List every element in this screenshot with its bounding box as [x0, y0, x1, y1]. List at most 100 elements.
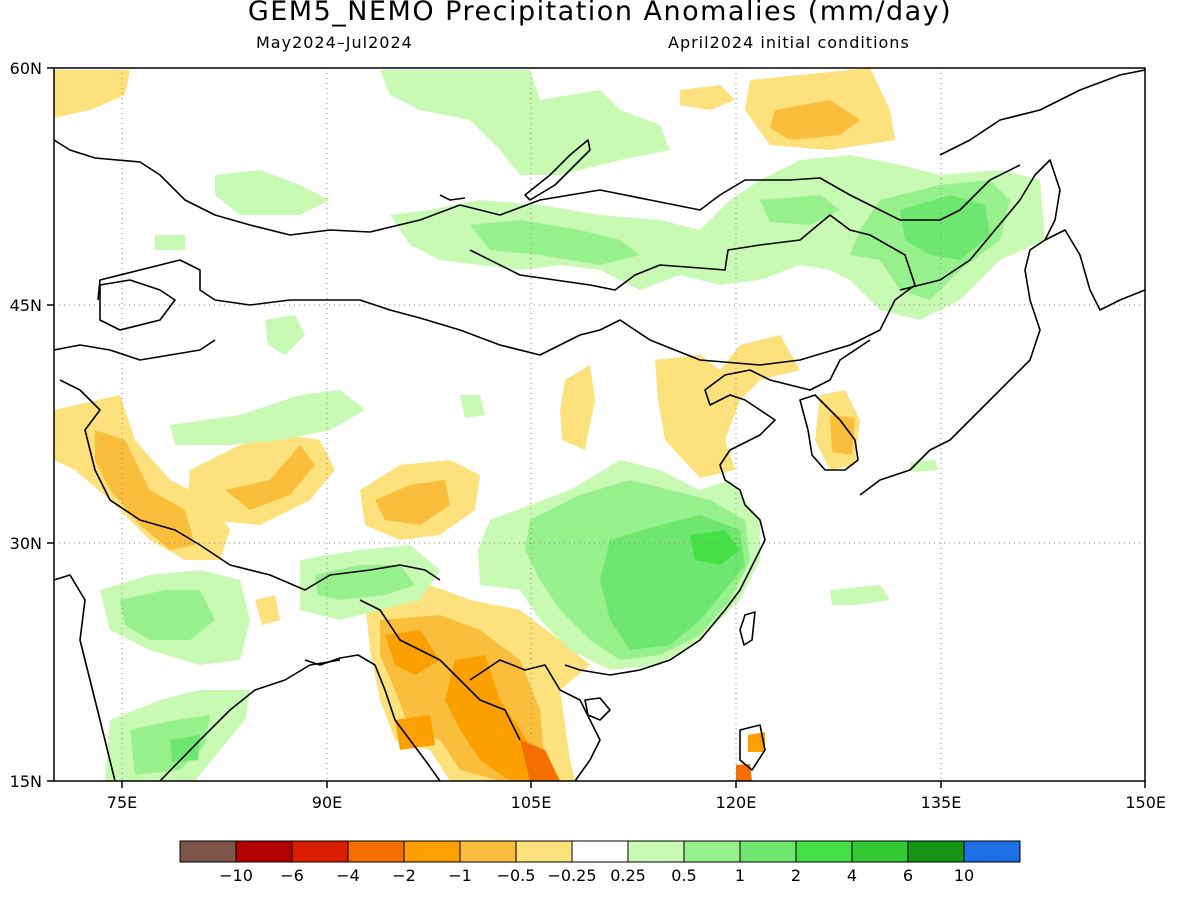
border-line: [359, 599, 521, 741]
dry-area: [188, 435, 335, 525]
island: [739, 611, 756, 646]
colorbar-label: 4: [847, 866, 857, 885]
colorbar-swatch: [683, 840, 741, 863]
wet-area: [155, 235, 185, 250]
coast-line: [99, 279, 176, 331]
border-line: [53, 339, 216, 361]
wet-area: [380, 70, 670, 175]
wet-area: [470, 220, 640, 265]
wet-area: [170, 735, 200, 762]
island: [584, 697, 611, 721]
colorbar-swatch: [571, 840, 629, 863]
coast-line: [859, 249, 1041, 496]
coast-line: [899, 159, 1061, 291]
colorbar-label: 10: [954, 866, 974, 885]
colorbar-label: 0.25: [610, 866, 646, 885]
dry-area: [95, 430, 195, 550]
dry-area: [520, 740, 560, 781]
dry-area: [54, 70, 130, 118]
dry-area: [830, 415, 855, 455]
colorbar: −10 −6 −4 −2 −1 −0.5 −0.25 0.25 0.5 1 2 4 6 10: [179, 840, 1021, 885]
wet-area: [830, 585, 890, 605]
colorbar-swatch: [235, 840, 293, 863]
lake-baikal: [524, 139, 591, 201]
colorbar-swatch: [907, 840, 965, 863]
axis-ticks: [47, 67, 1146, 788]
dry-area: [385, 630, 440, 675]
wet-area: [900, 195, 990, 260]
dry-area: [375, 480, 450, 525]
anomaly-field: [54, 68, 1045, 781]
lon-tick-label: 90E: [312, 793, 342, 812]
dry-area: [560, 365, 595, 450]
colorbar-label: −2: [392, 866, 416, 885]
dry-area: [255, 595, 280, 625]
border-line: [469, 659, 601, 782]
wet-area: [120, 590, 215, 640]
island: [739, 724, 766, 771]
border-line: [53, 139, 1021, 236]
lat-tick-label: 30N: [10, 534, 42, 553]
colorbar-swatch: [291, 840, 349, 863]
lat-tick-label: 15N: [10, 772, 42, 791]
colorbar-label: −0.5: [497, 866, 536, 885]
map-title: GEM5_NEMO Precipitation Anomalies (mm/da…: [247, 0, 953, 27]
lon-tick-label: 150E: [1125, 793, 1166, 812]
dry-area: [395, 715, 435, 750]
wet-area: [760, 195, 840, 225]
colorbar-label: 6: [903, 866, 913, 885]
colorbar-swatch: [403, 840, 461, 863]
coast-line: [439, 194, 466, 201]
border-line: [53, 574, 116, 782]
dry-area: [680, 85, 735, 110]
colorbar-label: −6: [280, 866, 304, 885]
wet-area: [690, 530, 740, 565]
colorbar-swatch: [851, 840, 909, 863]
colorbar-swatch: [459, 840, 517, 863]
colorbar-swatches: [179, 840, 1021, 863]
coast-line: [799, 394, 859, 471]
colorbar-label: −0.25: [547, 866, 596, 885]
dry-area: [655, 335, 800, 478]
dry-area: [736, 764, 752, 781]
colorbar-label: −10: [219, 866, 253, 885]
dry-area: [225, 445, 315, 510]
map-frame: [53, 67, 1146, 782]
lon-tick-label: 135E: [921, 793, 962, 812]
wet-area: [215, 170, 330, 215]
map-gridlines: [54, 68, 1145, 781]
colorbar-swatch: [179, 840, 237, 863]
forecast-period: May2024–Jul2024: [256, 33, 413, 52]
initial-conditions: April2024 initial conditions: [668, 33, 910, 52]
wet-area: [390, 155, 1045, 320]
colorbar-swatch: [795, 840, 853, 863]
colorbar-swatch: [739, 840, 797, 863]
colorbar-swatch: [963, 840, 1021, 863]
colorbar-swatch: [347, 840, 405, 863]
coast-line: [159, 659, 341, 782]
coast-line: [939, 69, 1146, 156]
coast-line: [1029, 229, 1146, 311]
wet-area: [265, 315, 305, 355]
lon-tick-label: 120E: [716, 793, 757, 812]
lat-tick-label: 45N: [10, 296, 42, 315]
colorbar-label: 0.5: [671, 866, 696, 885]
colorbar-label: 1: [735, 866, 745, 885]
dry-area: [770, 100, 860, 140]
colorbar-label: 2: [791, 866, 801, 885]
border-line: [97, 214, 916, 366]
colorbar-labels: −10 −6 −4 −2 −1 −0.5 −0.25 0.25 0.5 1 2 4 6 10: [219, 866, 974, 885]
border-line: [59, 379, 441, 591]
colorbar-label: −4: [336, 866, 360, 885]
colorbar-swatch: [627, 840, 685, 863]
colorbar-label: −1: [448, 866, 472, 885]
colorbar-swatch: [515, 840, 573, 863]
coast-line: [304, 654, 441, 782]
lon-tick-label: 105E: [511, 793, 552, 812]
coast-line: [564, 339, 871, 676]
wet-area: [460, 395, 485, 418]
dry-area: [748, 732, 765, 752]
coastlines-borders: [53, 69, 1146, 782]
wet-area: [170, 390, 365, 445]
